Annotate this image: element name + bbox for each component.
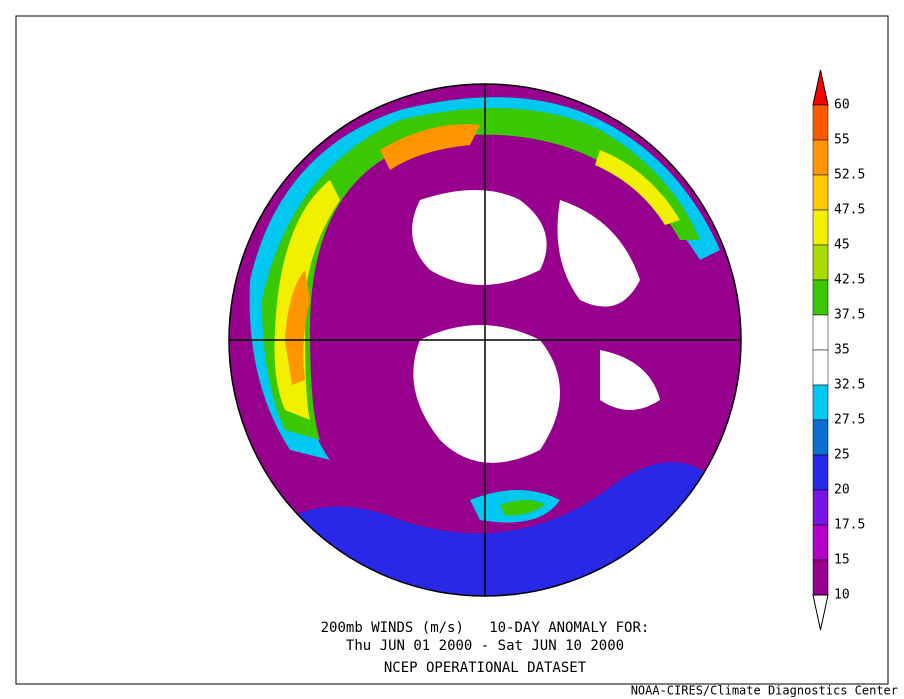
colorbar-swatch bbox=[812, 419, 829, 456]
colorbar-label: 27.5 bbox=[834, 413, 865, 428]
colorbar-label: 55 bbox=[834, 133, 850, 148]
colorbar-swatch bbox=[812, 454, 829, 491]
caption-line: NCEP OPERATIONAL DATASET bbox=[384, 660, 587, 676]
colorbar-label: 25 bbox=[834, 448, 850, 463]
frame bbox=[15, 15, 889, 685]
colorbar-label: 60 bbox=[834, 98, 850, 113]
caption-line: Thu JUN 01 2000 - Sat JUN 10 2000 bbox=[346, 638, 624, 654]
colorbar-label: 10 bbox=[834, 588, 850, 603]
colorbar-swatch bbox=[812, 559, 829, 596]
colorbar-arrow bbox=[812, 69, 829, 106]
colorbar-swatch bbox=[812, 314, 829, 351]
colorbar-swatch bbox=[812, 279, 829, 316]
colorbar-swatch bbox=[812, 209, 829, 246]
credit: NOAA-CIRES/Climate Diagnostics Center bbox=[631, 684, 898, 698]
colorbar-swatch bbox=[812, 139, 829, 176]
colorbar-swatch bbox=[812, 489, 829, 526]
colorbar-label: 47.5 bbox=[834, 203, 865, 218]
colorbar-label: 35 bbox=[834, 343, 850, 358]
colorbar-swatch bbox=[812, 384, 829, 421]
polar-map bbox=[228, 83, 742, 597]
colorbar-label: 17.5 bbox=[834, 518, 865, 533]
colorbar-label: 45 bbox=[834, 238, 850, 253]
colorbar-swatch bbox=[812, 104, 829, 141]
colorbar-swatch bbox=[812, 524, 829, 561]
caption-line: 200mb WINDS (m/s) 10-DAY ANOMALY FOR: bbox=[321, 620, 650, 636]
colorbar-label: 42.5 bbox=[834, 273, 865, 288]
colorbar-swatch bbox=[812, 174, 829, 211]
colorbar-label: 52.5 bbox=[834, 168, 865, 183]
colorbar-label: 15 bbox=[834, 553, 850, 568]
colorbar-label: 37.5 bbox=[834, 308, 865, 323]
colorbar-swatch bbox=[812, 244, 829, 281]
colorbar-label: 32.5 bbox=[834, 378, 865, 393]
colorbar-swatch bbox=[812, 349, 829, 386]
colorbar-label: 20 bbox=[834, 483, 850, 498]
colorbar-arrow bbox=[812, 594, 829, 631]
colorbar: 60 55 52.5 47.5 45 42.5 37.5 35 32.5 27.5 25 20 17.5… bbox=[812, 69, 865, 631]
